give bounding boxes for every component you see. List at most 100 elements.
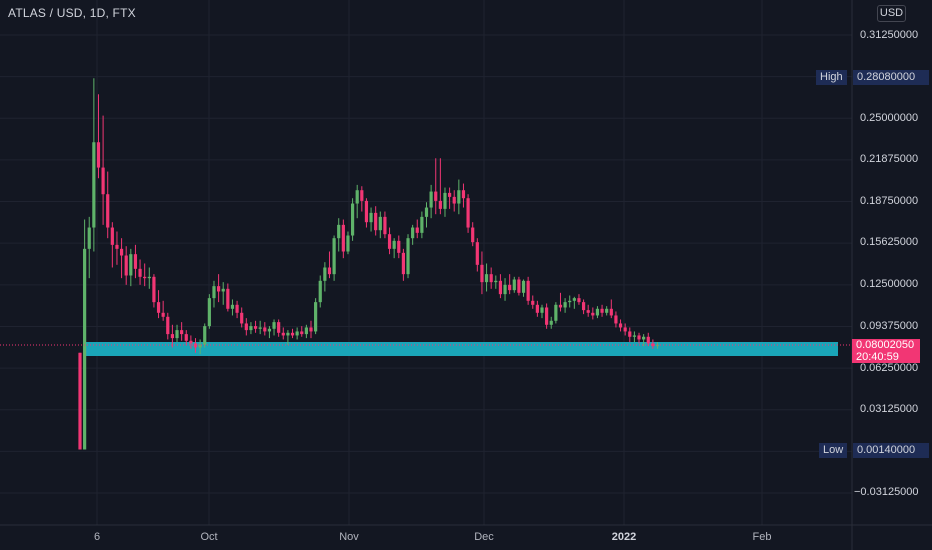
price-tick: 0.15625000 bbox=[860, 236, 919, 248]
candle-body bbox=[161, 312, 165, 317]
candle-body bbox=[230, 304, 235, 309]
candle-body bbox=[526, 280, 530, 301]
candle-body bbox=[300, 331, 304, 335]
candle-body bbox=[517, 279, 521, 293]
last-price-value: 0.08002050 bbox=[856, 339, 915, 351]
time-tick: Feb bbox=[752, 531, 772, 543]
candle-body bbox=[461, 190, 466, 199]
candle-body bbox=[452, 196, 456, 204]
last-price-badge: 0.08002050 20:40:59 bbox=[852, 339, 920, 363]
price-tick: 0.06250000 bbox=[860, 362, 919, 374]
candle-body bbox=[83, 248, 87, 450]
candle-body bbox=[618, 323, 623, 328]
candle-body bbox=[549, 320, 553, 325]
candle-body bbox=[411, 227, 415, 239]
candle-body bbox=[494, 280, 498, 283]
candle-body bbox=[341, 224, 345, 252]
candle-body bbox=[434, 191, 438, 201]
candle-body bbox=[360, 190, 364, 201]
candle-body bbox=[609, 308, 613, 316]
candle-body bbox=[277, 322, 281, 333]
candle-body bbox=[78, 352, 82, 450]
candle-body bbox=[87, 227, 91, 249]
candle-body bbox=[397, 240, 401, 253]
candle-body bbox=[581, 302, 586, 311]
currency-button[interactable]: USD bbox=[877, 5, 906, 22]
symbol-title[interactable]: ATLAS / USD, 1D, FTX bbox=[8, 6, 136, 20]
price-tick: 0.09375000 bbox=[860, 320, 919, 332]
candle-body bbox=[309, 327, 313, 332]
candle-body bbox=[286, 332, 290, 336]
candle-body bbox=[508, 284, 512, 291]
candle-body bbox=[443, 192, 447, 209]
candle-body bbox=[628, 331, 632, 337]
candle-body bbox=[646, 336, 650, 344]
candle-body bbox=[415, 227, 419, 233]
candle-body bbox=[429, 191, 433, 208]
chart-gridlines bbox=[0, 0, 852, 525]
candle-body bbox=[207, 298, 211, 327]
price-tick: 0.21875000 bbox=[860, 153, 919, 165]
candle-body bbox=[212, 286, 216, 299]
candle-body bbox=[96, 142, 101, 168]
candle-body bbox=[119, 248, 124, 256]
candle-body bbox=[129, 254, 133, 276]
time-tick: Oct bbox=[200, 531, 218, 543]
candle-body bbox=[346, 235, 350, 252]
candle-body bbox=[175, 330, 179, 339]
candle-body bbox=[267, 328, 272, 332]
time-tick: 2022 bbox=[611, 531, 637, 543]
candle-body bbox=[189, 340, 193, 344]
candle-body bbox=[521, 280, 526, 293]
candle-body bbox=[198, 344, 202, 348]
candle-body bbox=[420, 216, 424, 233]
candle-body bbox=[401, 252, 405, 275]
candle-body bbox=[642, 336, 646, 340]
candle-body bbox=[337, 224, 341, 239]
price-tick: 0.03125000 bbox=[860, 403, 919, 415]
candle-body bbox=[378, 216, 382, 231]
candle-body bbox=[651, 343, 655, 347]
candle-body bbox=[503, 284, 507, 295]
candle-body bbox=[217, 286, 221, 292]
candle-body bbox=[540, 307, 544, 313]
countdown-timer: 20:40:59 bbox=[856, 351, 899, 363]
time-tick: 6 bbox=[93, 531, 101, 543]
candle-body bbox=[448, 192, 452, 197]
candle-body bbox=[138, 268, 142, 277]
candle-body bbox=[106, 194, 110, 228]
candle-body bbox=[249, 326, 253, 331]
candle-body bbox=[466, 198, 470, 228]
candle-body bbox=[304, 327, 308, 335]
candle-body bbox=[350, 203, 355, 236]
candle-body bbox=[170, 334, 174, 339]
candle-body bbox=[457, 190, 461, 204]
candle-body bbox=[244, 323, 248, 331]
candle-body bbox=[152, 276, 156, 303]
candle-body bbox=[424, 207, 429, 217]
candle-body bbox=[143, 276, 147, 279]
candle-body bbox=[383, 216, 387, 235]
candle-body bbox=[475, 242, 479, 265]
candle-body bbox=[531, 300, 535, 305]
price-tick: 0.12500000 bbox=[860, 278, 919, 290]
candle-body bbox=[392, 240, 396, 249]
candle-body bbox=[323, 267, 327, 281]
candle-body bbox=[263, 327, 267, 332]
candle-body bbox=[577, 298, 581, 303]
candle-body bbox=[605, 308, 609, 313]
candle-body bbox=[124, 255, 128, 276]
price-tick: 0.31250000 bbox=[860, 29, 919, 41]
candle-body bbox=[235, 304, 239, 313]
candle-body bbox=[332, 238, 336, 275]
candle-body bbox=[101, 167, 105, 195]
candle-body bbox=[110, 227, 114, 245]
candle-body bbox=[115, 244, 119, 249]
candle-body bbox=[318, 280, 322, 303]
candle-body bbox=[595, 308, 600, 316]
time-tick: Dec bbox=[474, 531, 494, 543]
candle-body bbox=[623, 327, 627, 332]
candle-body bbox=[281, 332, 285, 336]
candle-body bbox=[637, 335, 641, 340]
